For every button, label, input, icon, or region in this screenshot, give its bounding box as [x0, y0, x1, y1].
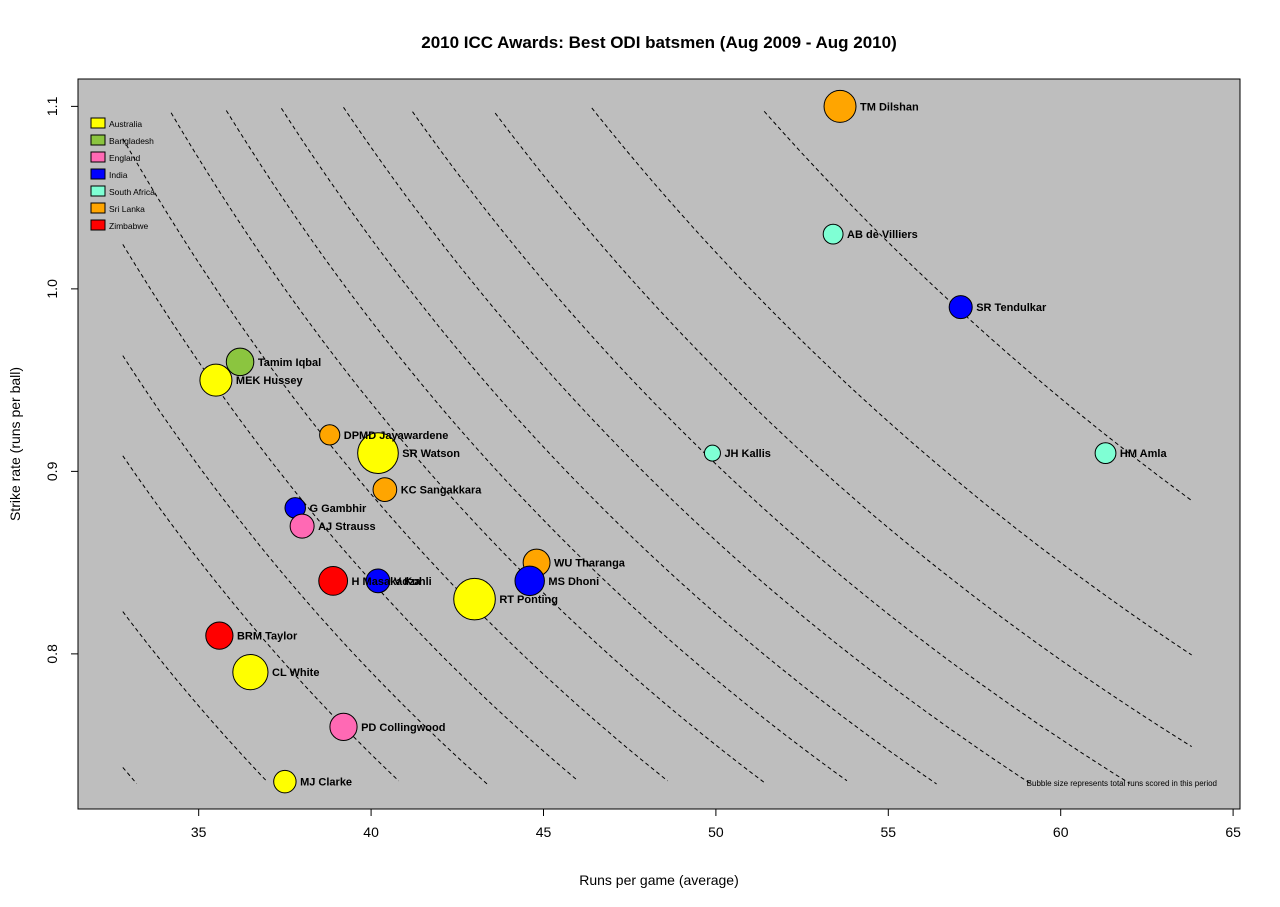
- bubble-point: [823, 89, 857, 123]
- bubble-label: HM Amla: [1120, 448, 1168, 460]
- bubble-label: G Gambhir: [309, 503, 367, 515]
- bubble-label: SR Tendulkar: [976, 302, 1047, 314]
- y-axis: 0.8 0.9 1.0 1.1: [44, 96, 79, 664]
- y-tick-label: 0.9: [44, 461, 60, 481]
- legend-swatch: [90, 151, 106, 163]
- contour-line: [122, 355, 489, 786]
- bubble-point: [205, 621, 234, 650]
- contour-line: [170, 112, 765, 783]
- contour-line: [122, 767, 137, 784]
- bubble-label: TM Dilshan: [860, 101, 919, 113]
- legend-label: Australia: [109, 119, 142, 129]
- x-tick-label: 45: [536, 824, 552, 840]
- bubble-point: [365, 568, 391, 594]
- contour-lines: [122, 107, 1192, 786]
- x-axis: 35 40 45 50 55 60 65: [191, 808, 1241, 840]
- bubble-label: V Kohli: [394, 576, 432, 588]
- bubble-label: AJ Strauss: [318, 521, 375, 533]
- bubble-point: [199, 363, 233, 397]
- legend-label: Bangladesh: [109, 136, 154, 146]
- bubble-point: [372, 477, 398, 502]
- bubble-label: PD Collingwood: [361, 722, 445, 734]
- bubble-point: [319, 424, 341, 446]
- x-tick-label: 35: [191, 824, 207, 840]
- bubble-point: [273, 769, 297, 794]
- bubble-label: Tamim Iqbal: [258, 357, 321, 369]
- contour-line: [763, 110, 1192, 502]
- bubble-point: [703, 444, 721, 462]
- legend-label: Sri Lanka: [109, 204, 145, 214]
- legend-swatch: [90, 134, 106, 146]
- y-tick-label: 0.8: [44, 644, 60, 664]
- contour-line: [412, 111, 1130, 784]
- x-tick-label: 40: [363, 824, 379, 840]
- x-tick-label: 60: [1053, 824, 1069, 840]
- bubble-label: DPMD Jayawardene: [344, 430, 449, 442]
- contour-line: [343, 107, 1034, 786]
- bubble-size-note: Bubble size represents total runs scored…: [1027, 779, 1217, 788]
- bubble-point: [329, 712, 358, 741]
- bubble-label: JH Kallis: [724, 448, 770, 460]
- legend-swatch: [90, 117, 106, 129]
- contour-line: [280, 108, 937, 785]
- bubble-point: [948, 295, 973, 320]
- y-tick-label: 1.1: [44, 96, 60, 116]
- legend-swatch: [90, 202, 106, 214]
- bubble-point: [514, 565, 545, 597]
- bubble-label: BRM Taylor: [237, 631, 298, 643]
- plot-area: [78, 79, 1240, 809]
- x-tick-label: 50: [708, 824, 724, 840]
- chart-title: 2010 ICC Awards: Best ODI batsmen (Aug 2…: [421, 33, 897, 52]
- bubble-label: MJ Clarke: [300, 777, 352, 789]
- legend-label: England: [109, 153, 140, 163]
- bubble-point: [357, 432, 399, 474]
- bubble-label: KC Sangakkara: [401, 485, 483, 497]
- legend-swatch: [90, 219, 106, 231]
- contour-line: [122, 244, 579, 782]
- bubble-point: [1094, 442, 1117, 465]
- x-axis-label: Runs per game (average): [579, 872, 739, 888]
- contour-line: [494, 112, 1192, 748]
- bubble-label: AB de Villiers: [847, 229, 918, 241]
- contour-line: [122, 611, 268, 783]
- bubble-label: SR Watson: [402, 448, 460, 460]
- x-tick-label: 55: [881, 824, 897, 840]
- y-tick-label: 1.0: [44, 279, 60, 299]
- y-axis-label: Strike rate (runs per ball): [7, 367, 23, 521]
- bubble-labels: TM Dilshan AB de Villiers SR Tendulkar Tami…: [236, 101, 1168, 788]
- legend-label: South Africa: [109, 187, 155, 197]
- bubble-point: [453, 577, 496, 621]
- bubble-label: WU Tharanga: [554, 558, 626, 570]
- contour-line: [591, 107, 1192, 656]
- bubble-point: [232, 654, 269, 691]
- legend-swatch: [90, 168, 106, 180]
- contour-line: [122, 138, 668, 782]
- legend-label: Zimbabwe: [109, 221, 148, 231]
- contour-line: [122, 455, 400, 782]
- bubble-point: [225, 347, 255, 377]
- legend-label: India: [109, 170, 128, 180]
- bubble-label: MS Dhoni: [548, 576, 599, 588]
- bubble-label: H Masakadza: [352, 576, 422, 588]
- bubbles: [199, 89, 1117, 794]
- legend: Australia Bangladesh England India South Afr…: [90, 117, 155, 231]
- legend-swatch: [90, 185, 106, 197]
- bubble-label: RT Ponting: [499, 594, 558, 606]
- bubble-label: MEK Hussey: [236, 375, 304, 387]
- bubble-point: [289, 513, 315, 539]
- bubble-point: [318, 565, 349, 596]
- x-tick-label: 65: [1225, 824, 1241, 840]
- bubble-label: CL White: [272, 667, 319, 679]
- bubble-point: [822, 223, 844, 245]
